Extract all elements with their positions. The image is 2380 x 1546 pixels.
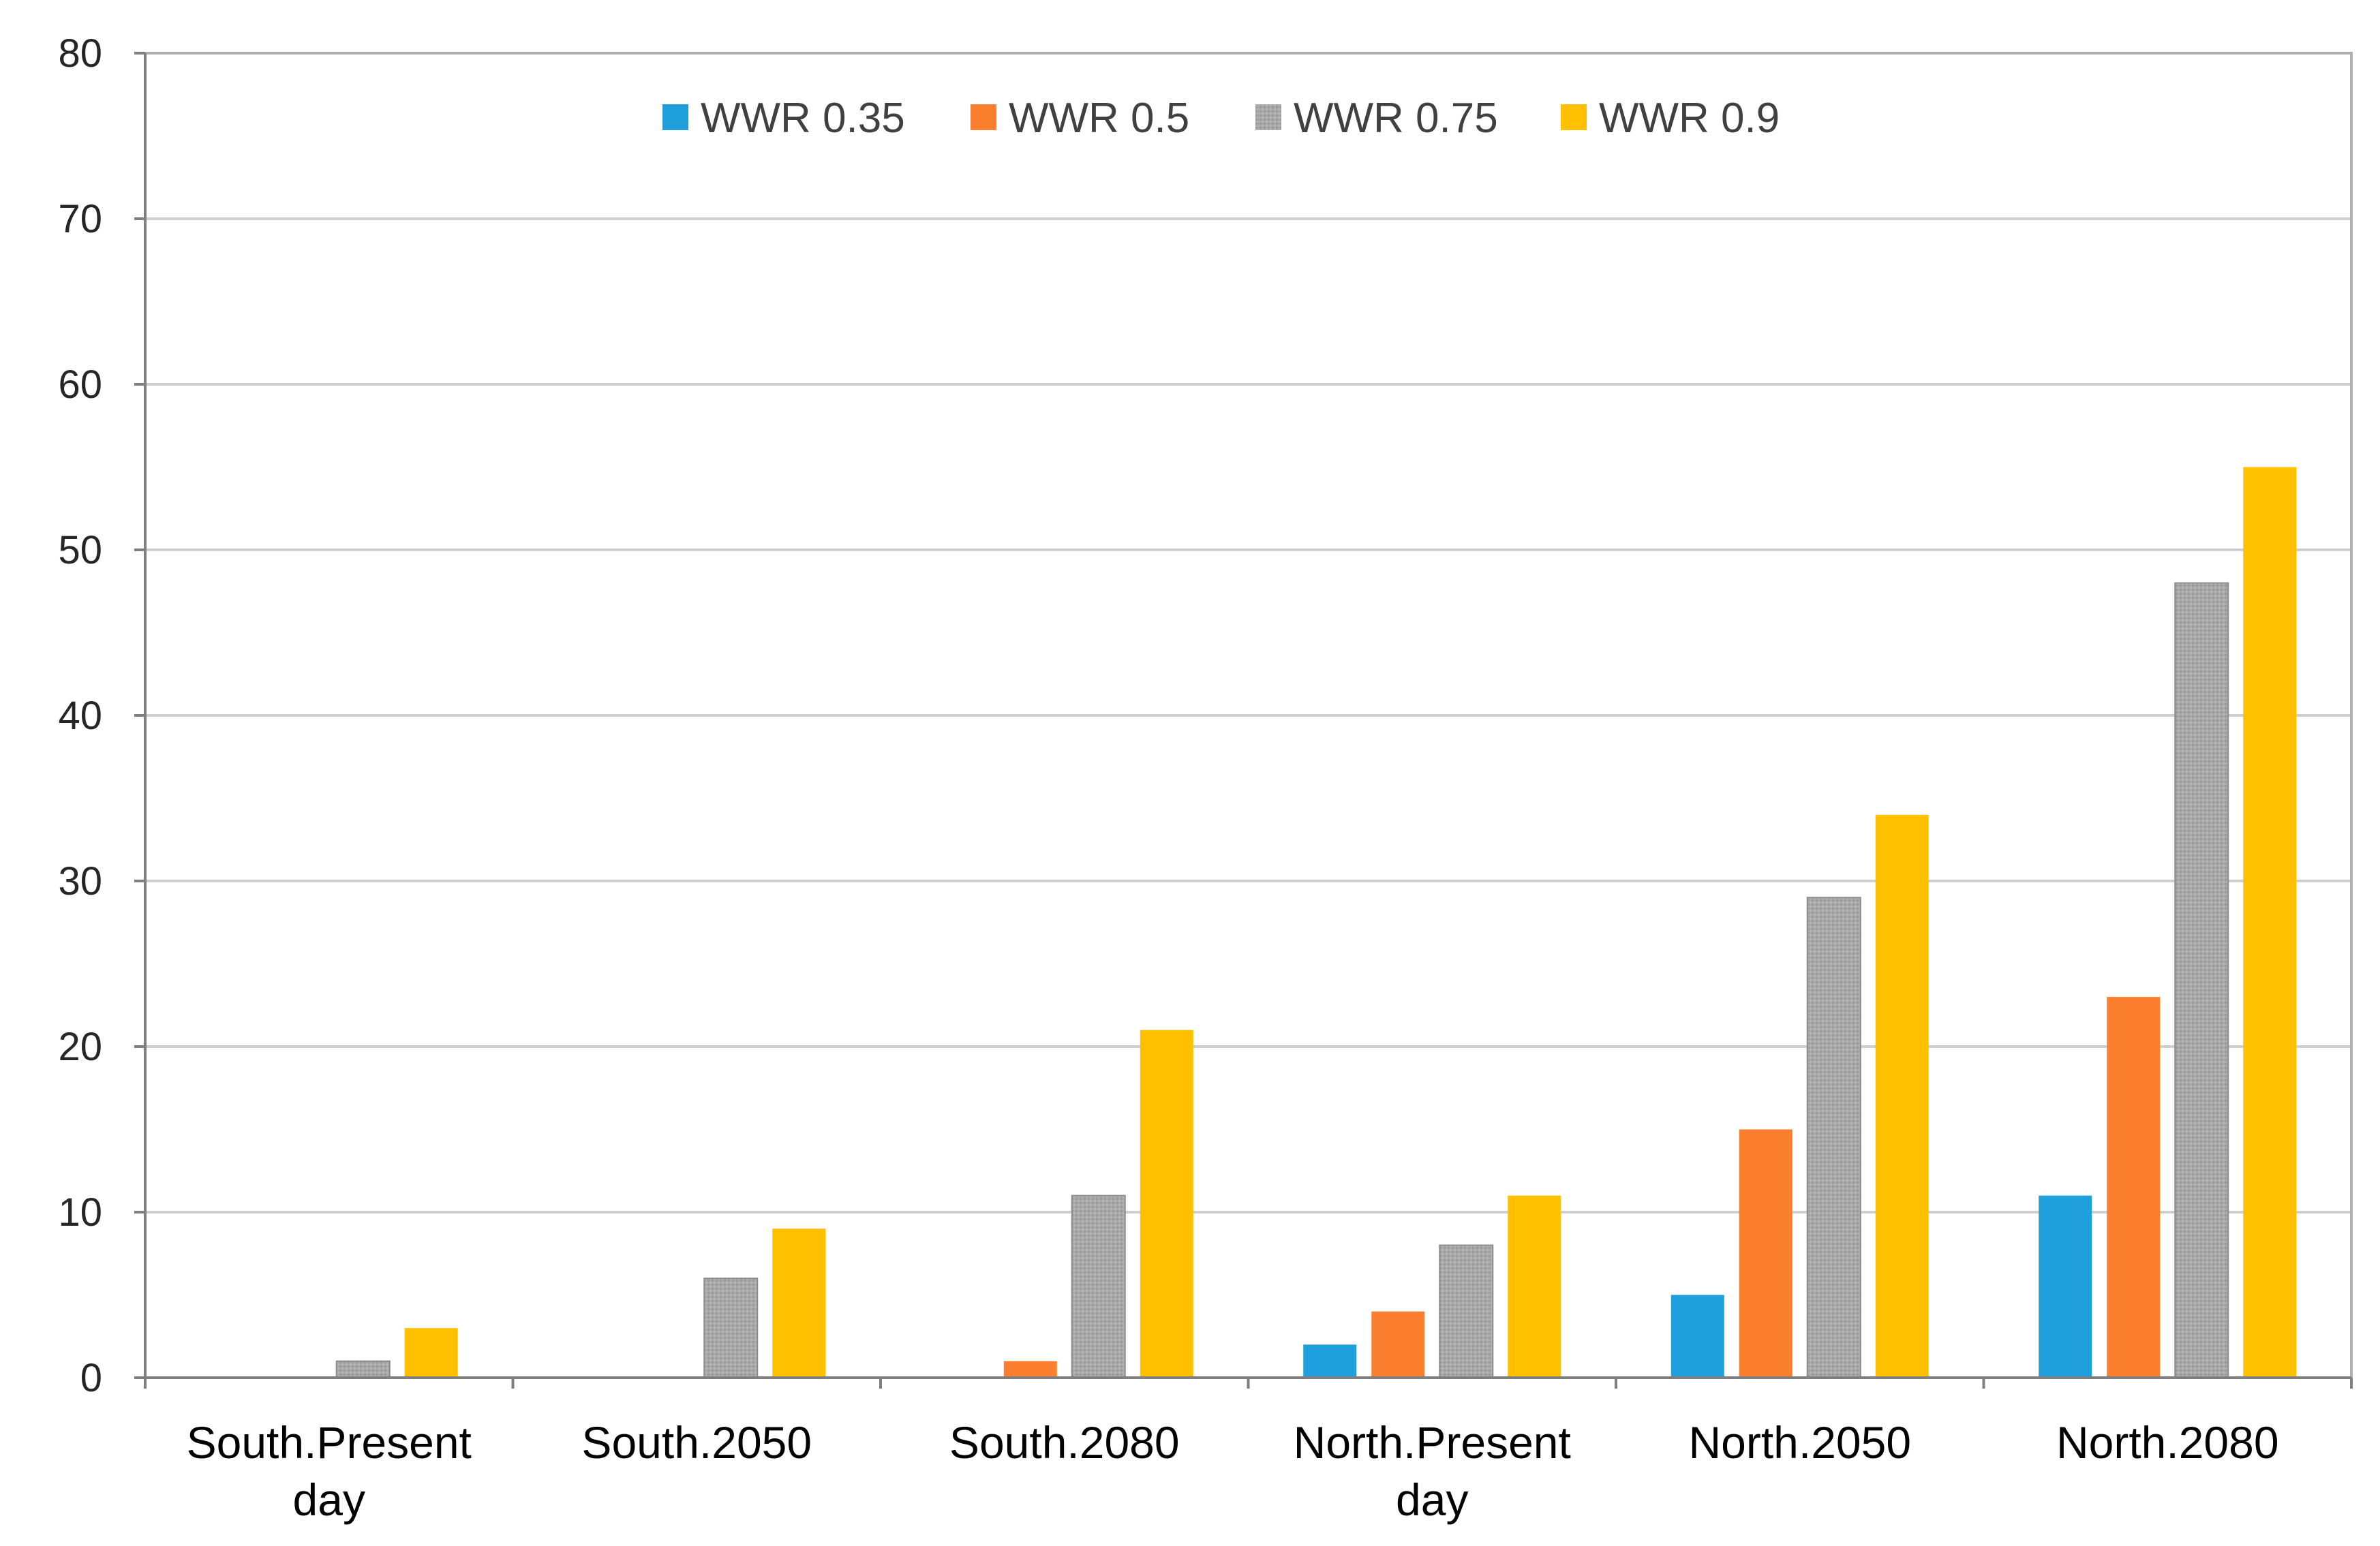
legend: WWR 0.35 WWR 0.5 WWR 0.75 WWR 0.9	[662, 95, 1780, 142]
x-tick-label-line: South.2050	[581, 1417, 812, 1468]
x-tick-label: South.2080	[949, 1417, 1180, 1468]
y-tick-label: 10	[58, 1190, 102, 1235]
y-tick-label: 60	[58, 362, 102, 407]
x-tick-label: South.2050	[581, 1417, 812, 1468]
y-tick-label: 50	[58, 528, 102, 572]
legend-label: WWR 0.9	[1599, 95, 1780, 142]
bar-wwr-0_75-cat-5	[2174, 582, 2229, 1378]
x-tick-label-line: North.2080	[2056, 1417, 2279, 1468]
y-tick-label: 70	[58, 197, 102, 241]
legend-label: WWR 0.75	[1294, 95, 1498, 142]
legend-swatch	[1255, 104, 1281, 130]
legend-label: WWR 0.35	[701, 95, 905, 142]
y-axis-ticks: 0 10 20 30 40 50 60 70 80	[58, 31, 145, 1400]
bar-wwr-0_5-cat-4	[1739, 1129, 1792, 1378]
y-tick-label: 40	[58, 694, 102, 738]
bar-wwr-0_5-cat-2	[1003, 1361, 1057, 1378]
bar-wwr-0_9-cat-1	[772, 1228, 826, 1378]
x-tick-label-line: South.2080	[949, 1417, 1180, 1468]
bar-wwr-0_9-cat-3	[1508, 1195, 1561, 1378]
bar-wwr-0_75-cat-2	[1071, 1194, 1126, 1378]
x-tick-label-line: day	[293, 1474, 365, 1525]
bar-wwr-0_9-cat-4	[1875, 814, 1929, 1378]
x-tick-label: North.2080	[2056, 1417, 2279, 1468]
legend-label: WWR 0.5	[1009, 95, 1189, 142]
y-tick-label: 30	[58, 859, 102, 903]
bar-wwr-0_75-cat-1	[703, 1278, 759, 1378]
x-tick-label: South.Present day	[187, 1417, 472, 1525]
x-tick-label-line: North.2050	[1688, 1417, 1911, 1468]
legend-swatch	[971, 104, 996, 130]
y-tick-label: 0	[80, 1356, 102, 1400]
bars	[335, 467, 2297, 1379]
x-tick-label-line: South.Present	[187, 1417, 472, 1468]
x-tick-label-line: North.Present	[1294, 1417, 1571, 1468]
bar-wwr-0_75-cat-4	[1806, 897, 1861, 1379]
y-tick-label: 80	[58, 31, 102, 76]
bar-wwr-0_5-cat-3	[1371, 1311, 1425, 1378]
bar-wwr-0_9-cat-0	[404, 1328, 458, 1378]
y-tick-label: 20	[58, 1025, 102, 1069]
bar-wwr-0_75-cat-3	[1439, 1244, 1494, 1378]
bar-wwr-0_9-cat-2	[1140, 1030, 1193, 1378]
bar-wwr-0_35-cat-4	[1670, 1295, 1724, 1378]
bar-wwr-0_5-cat-5	[2107, 997, 2161, 1378]
x-tick-label: North.2050	[1688, 1417, 1911, 1468]
x-tick-label-line: day	[1396, 1474, 1468, 1525]
bar-wwr-0_9-cat-5	[2243, 467, 2297, 1378]
x-tick-label: North.Present day	[1294, 1417, 1571, 1525]
legend-swatch	[662, 104, 688, 130]
bar-wwr-0_35-cat-5	[2039, 1195, 2092, 1378]
x-axis-ticks: South.Present day South.2050 South.2080 Nort…	[144, 1378, 2353, 1525]
bar-wwr-0_75-cat-0	[335, 1360, 391, 1378]
bar-wwr-0_35-cat-3	[1303, 1344, 1357, 1378]
legend-swatch	[1561, 104, 1587, 130]
